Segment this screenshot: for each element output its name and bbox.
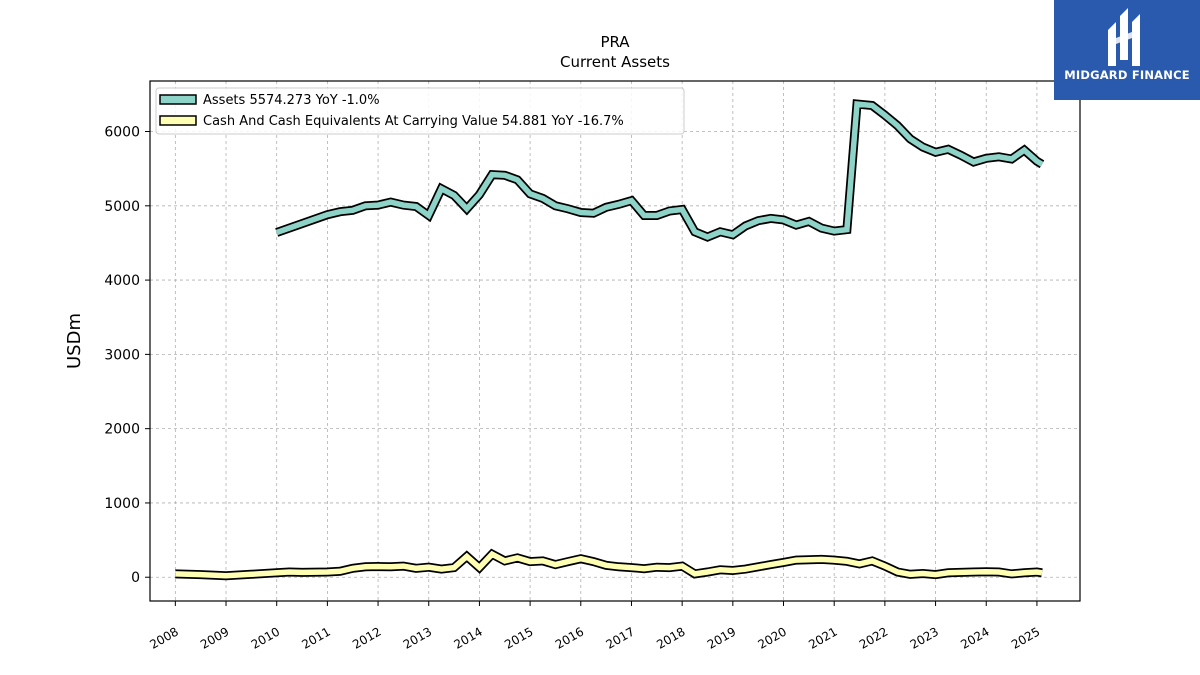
y-tick-label: 2000 (104, 422, 140, 438)
y-tick-label: 6000 (104, 125, 140, 141)
y-tick-label: 5000 (104, 199, 140, 215)
grid-lines (150, 81, 1080, 601)
x-tick-label: 2014 (451, 624, 484, 651)
chart-subtitle: Current Assets (560, 53, 670, 71)
assets-line (275, 99, 1045, 242)
x-tick-label: 2015 (502, 624, 535, 651)
x-tick-label: 2024 (958, 624, 991, 651)
legend: Assets 5574.273 YoY -1.0% Cash And Cash … (155, 87, 685, 135)
x-axis-ticks: 2008 2009 2010 2011 2012 2013 2014 2015 2016 2017… (147, 601, 1042, 652)
x-tick-label: 2017 (604, 624, 637, 651)
y-tick-label: 3000 (104, 347, 140, 363)
x-tick-label: 2023 (908, 624, 941, 651)
y-tick-label: 1000 (104, 496, 140, 512)
assets-line-fill (275, 100, 1044, 240)
chart-title: PRA (600, 33, 630, 51)
legend-box (155, 87, 685, 135)
legend-swatch-cash (159, 115, 197, 126)
plot-frame (149, 80, 1081, 602)
y-axis-label: USDm (64, 313, 85, 369)
x-tick-label: 2012 (350, 624, 383, 651)
brand-name: MIDGARD FINANCE (1064, 68, 1190, 82)
series-layer (175, 99, 1045, 581)
cash-line (175, 548, 1043, 581)
legend-swatch-assets (159, 94, 197, 105)
x-tick-label: 2020 (756, 624, 789, 651)
x-tick-label: 2009 (198, 624, 231, 651)
x-tick-label: 2016 (553, 624, 586, 651)
x-tick-label: 2025 (1009, 624, 1042, 651)
legend-label-cash: Cash And Cash Equivalents At Carrying Va… (203, 114, 624, 129)
brand-logo: MIDGARD FINANCE (1054, 0, 1200, 100)
x-tick-label: 2018 (654, 624, 687, 651)
x-tick-label: 2008 (147, 624, 180, 651)
x-tick-label: 2011 (299, 624, 332, 651)
y-tick-label: 0 (131, 570, 140, 586)
x-tick-label: 2021 (806, 624, 839, 651)
cash-line-fill (175, 550, 1043, 579)
brand-mark-icon (1108, 8, 1140, 66)
y-tick-label: 4000 (104, 273, 140, 289)
x-tick-label: 2022 (857, 624, 890, 651)
y-axis-ticks: 0 1000 2000 3000 4000 5000 6000 (104, 125, 150, 586)
x-tick-label: 2010 (249, 624, 282, 651)
legend-label-assets: Assets 5574.273 YoY -1.0% (203, 93, 380, 108)
x-tick-label: 2013 (401, 624, 434, 651)
x-tick-label: 2019 (705, 624, 738, 651)
